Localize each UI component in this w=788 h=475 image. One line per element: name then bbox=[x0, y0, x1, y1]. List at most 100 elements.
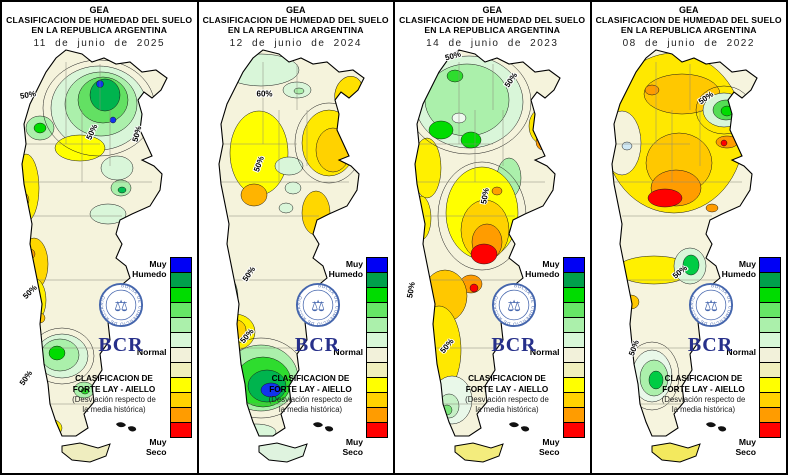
classification-line3: (Desviación respecto de bbox=[268, 395, 353, 404]
map-subtitle: EN LA REPUBLICA ARGENTINA bbox=[31, 25, 168, 35]
legend-label-wet: Muy Humedo bbox=[721, 259, 756, 279]
bcr-logo: BOLSA DE COMERCIO DE ROSARIO ⚖ BCR bbox=[483, 282, 545, 357]
argentina-contour-map: 50% 50% 50% bbox=[594, 48, 764, 473]
map-date: 14 de junio de 2023 bbox=[426, 38, 559, 49]
bcr-seal-icon: BOLSA DE COMERCIO DE ROSARIO ⚖ bbox=[688, 282, 734, 332]
argentina-contour-map: 50% 50% 50% 50% 50% bbox=[397, 48, 567, 473]
bcr-abbr: BCR bbox=[98, 334, 144, 356]
legend-color-cell bbox=[759, 257, 781, 273]
contour-label: 60% bbox=[256, 89, 273, 99]
legend-color-cell bbox=[759, 317, 781, 333]
legend-color-cell bbox=[169, 347, 192, 363]
map-date: 08 de junio de 2022 bbox=[622, 38, 755, 49]
argentina-contour-map: 60% 50% 50% 50% bbox=[201, 48, 371, 473]
legend-label-wet: Muy Humedo bbox=[132, 259, 167, 279]
legend-label-dry: Muy Seco bbox=[145, 437, 167, 457]
legend-label-dry: Muy Seco bbox=[538, 437, 560, 457]
panel-header: GEA CLASIFICACION DE HUMEDAD DEL SUELO E… bbox=[395, 5, 590, 49]
legend-color-cell bbox=[759, 347, 781, 363]
svg-text:⚖: ⚖ bbox=[114, 298, 128, 315]
classification-line1: CLASIFICACION DE bbox=[271, 374, 350, 383]
legend-colorbar bbox=[759, 257, 781, 438]
legend-color-cell bbox=[169, 422, 192, 438]
classification-note: CLASIFICACION DE FORTE LAY - AIELLO (Des… bbox=[628, 374, 780, 414]
classification-line4: la media histórica) bbox=[671, 404, 736, 414]
legend-color-cell bbox=[169, 287, 192, 303]
classification-line4: la media histórica) bbox=[82, 404, 146, 414]
svg-text:⚖: ⚖ bbox=[507, 298, 521, 315]
map-date: 12 de junio de 2024 bbox=[229, 38, 362, 49]
legend-color-cell bbox=[562, 272, 585, 288]
bcr-seal-icon: BOLSA DE COMERCIO DE ROSARIO ⚖ bbox=[295, 282, 341, 332]
legend-color-cell bbox=[366, 257, 388, 273]
legend-color-cell bbox=[169, 317, 192, 333]
org-label: GEA bbox=[285, 5, 306, 15]
map-title: CLASIFICACION DE HUMEDAD DEL SUELO bbox=[399, 15, 586, 25]
classification-line3: (Desviación respecto de bbox=[72, 395, 156, 404]
legend-color-cell bbox=[759, 302, 781, 318]
legend-color-cell bbox=[366, 347, 388, 363]
panel-2022: GEA CLASIFICACION DE HUMEDAD DEL SUELO E… bbox=[591, 2, 787, 473]
legend-color-cell bbox=[169, 302, 192, 318]
legend-label-normal: Normal bbox=[529, 347, 560, 357]
panel-header: GEA CLASIFICACION DE HUMEDAD DEL SUELO E… bbox=[2, 5, 197, 49]
legend-colorbar bbox=[169, 257, 192, 438]
legend-color-cell bbox=[169, 257, 192, 273]
classification-line2: FORTE LAY - AIELLO bbox=[465, 384, 549, 394]
bcr-logo: BOLSA DE COMERCIO DE ROSARIO ⚖ BCR bbox=[680, 282, 742, 357]
legend-colorbar bbox=[562, 257, 585, 438]
legend-color-cell bbox=[366, 302, 388, 318]
panel-header: GEA CLASIFICACION DE HUMEDAD DEL SUELO E… bbox=[592, 5, 787, 49]
bcr-seal-icon: BOLSA DE COMERCIO DE ROSARIO ⚖ bbox=[98, 282, 144, 332]
panel-2024: GEA CLASIFICACION DE HUMEDAD DEL SUELO E… bbox=[198, 2, 394, 473]
map-title: CLASIFICACION DE HUMEDAD DEL SUELO bbox=[202, 15, 389, 25]
legend-color-cell bbox=[366, 287, 388, 303]
legend-label-normal: Normal bbox=[726, 347, 756, 357]
org-label: GEA bbox=[678, 5, 699, 15]
legend-label-normal: Normal bbox=[333, 347, 363, 357]
classification-line2: FORTE LAY - AIELLO bbox=[269, 384, 352, 394]
legend-color-cell bbox=[169, 272, 192, 288]
legend-color-cell bbox=[562, 287, 585, 303]
legend-color-cell bbox=[759, 272, 781, 288]
legend-color-cell bbox=[562, 422, 585, 438]
classification-line1: CLASIFICACION DE bbox=[75, 374, 153, 383]
classification-note: CLASIFICACION DE FORTE LAY - AIELLO (Des… bbox=[431, 374, 583, 414]
legend-color-cell bbox=[759, 332, 781, 348]
legend-color-cell bbox=[366, 317, 388, 333]
legend-colorbar bbox=[366, 257, 388, 438]
legend-label-wet: Muy Humedo bbox=[328, 259, 363, 279]
classification-line4: la media histórica) bbox=[278, 404, 343, 414]
legend-label-normal: Normal bbox=[136, 347, 167, 357]
legend-color-cell bbox=[759, 422, 781, 438]
org-label: GEA bbox=[482, 5, 502, 15]
legend-color-cell bbox=[366, 272, 388, 288]
legend-label-wet: Muy Humedo bbox=[525, 259, 560, 279]
legend-color-cell bbox=[562, 332, 585, 348]
legend-color-cell bbox=[759, 287, 781, 303]
classification-line2: FORTE LAY - AIELLO bbox=[72, 384, 156, 394]
classification-line3: (Desviación respecto de bbox=[661, 395, 746, 404]
legend-label-dry: Muy Seco bbox=[342, 437, 363, 457]
legend-color-cell bbox=[366, 332, 388, 348]
classification-line1: CLASIFICACION DE bbox=[468, 374, 546, 383]
classification-line2: FORTE LAY - AIELLO bbox=[662, 384, 745, 394]
legend-color-cell bbox=[562, 302, 585, 318]
panel-2023: GEA CLASIFICACION DE HUMEDAD DEL SUELO E… bbox=[395, 2, 590, 473]
map-subtitle: EN LA REPUBLICA ARGENTINA bbox=[424, 25, 561, 35]
legend-color-cell bbox=[562, 257, 585, 273]
map-subtitle: EN LA REPUBLICA ARGENTINA bbox=[620, 25, 757, 35]
classification-note: CLASIFICACION DE FORTE LAY - AIELLO (Des… bbox=[235, 374, 387, 414]
org-label: GEA bbox=[89, 5, 109, 15]
panel-header: GEA CLASIFICACION DE HUMEDAD DEL SUELO E… bbox=[199, 5, 394, 49]
classification-line1: CLASIFICACION DE bbox=[664, 374, 743, 383]
svg-text:⚖: ⚖ bbox=[311, 298, 325, 315]
legend-color-cell bbox=[169, 332, 192, 348]
classification-note: CLASIFICACION DE FORTE LAY - AIELLO (Des… bbox=[38, 374, 190, 414]
classification-line3: (Desviación respecto de bbox=[465, 395, 549, 404]
map-subtitle: EN LA REPUBLICA ARGENTINA bbox=[227, 25, 364, 35]
bcr-seal-icon: BOLSA DE COMERCIO DE ROSARIO ⚖ bbox=[491, 282, 537, 332]
classification-line4: la media histórica) bbox=[475, 404, 539, 414]
map-date: 11 de junio de 2025 bbox=[33, 38, 166, 49]
